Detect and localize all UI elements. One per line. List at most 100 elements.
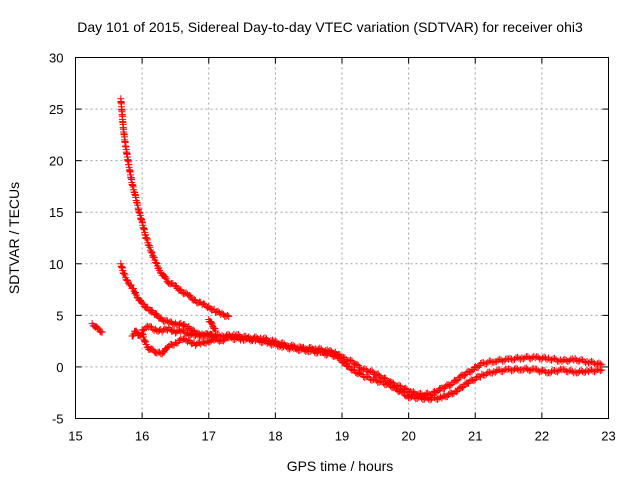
- data-point: [258, 335, 266, 343]
- data-point: [280, 340, 288, 348]
- data-point: [500, 366, 508, 374]
- data-point: [565, 367, 573, 375]
- data-point: [205, 331, 213, 339]
- data-point: [359, 365, 367, 373]
- data-point: [123, 276, 131, 284]
- data-point: [120, 269, 128, 277]
- axis-ticks: 15 16 17 18 19 20 21 22 23 -5 0 5 10 15 20 25 30: [49, 51, 616, 444]
- x-tick-label: 15: [68, 429, 82, 444]
- data-point: [513, 353, 521, 361]
- data-point: [513, 365, 521, 373]
- data-point: [527, 366, 535, 374]
- data-point: [585, 359, 593, 367]
- data-point: [497, 356, 505, 364]
- data-points: [88, 95, 606, 404]
- data-point: [368, 367, 376, 375]
- data-point: [595, 359, 603, 367]
- data-point: [574, 357, 582, 365]
- data-point: [161, 346, 169, 354]
- y-tick-label: -5: [52, 412, 64, 427]
- series-arc-b: [117, 95, 233, 320]
- series-arc-a: [88, 320, 106, 336]
- data-point: [375, 378, 383, 386]
- y-tick-label: 0: [56, 360, 63, 375]
- data-point: [268, 336, 276, 344]
- data-point: [592, 361, 600, 369]
- data-point: [259, 338, 267, 346]
- chart-title: Day 101 of 2015, Sidereal Day-to-day VTE…: [77, 19, 583, 35]
- data-point: [161, 273, 169, 281]
- data-point: [576, 357, 584, 365]
- x-tick-label: 20: [401, 429, 415, 444]
- data-point: [138, 299, 146, 307]
- data-point: [165, 324, 173, 332]
- x-tick-label: 22: [535, 429, 549, 444]
- data-point: [433, 388, 441, 396]
- data-point: [564, 368, 572, 376]
- data-point: [242, 332, 250, 340]
- data-point: [144, 303, 152, 311]
- y-tick-label: 5: [56, 308, 63, 323]
- data-point: [595, 365, 603, 373]
- x-tick-label: 16: [135, 429, 149, 444]
- y-tick-label: 15: [49, 205, 63, 220]
- data-point: [148, 248, 156, 256]
- y-tick-label: 30: [49, 51, 63, 66]
- data-point: [432, 395, 440, 403]
- data-point: [211, 327, 219, 335]
- series-arc-d: [128, 327, 606, 404]
- data-point: [409, 388, 417, 396]
- data-point: [268, 341, 276, 349]
- data-point: [571, 368, 579, 376]
- data-point: [289, 341, 297, 349]
- data-point: [408, 388, 416, 396]
- data-point: [524, 365, 532, 373]
- y-tick-label: 20: [49, 154, 63, 169]
- data-point: [482, 360, 490, 368]
- data-point: [234, 330, 242, 338]
- data-point: [374, 370, 382, 378]
- data-point: [361, 365, 369, 373]
- y-tick-label: 10: [49, 257, 63, 272]
- data-point: [481, 371, 489, 379]
- data-point: [181, 321, 189, 329]
- data-point: [547, 356, 555, 364]
- x-tick-label: 19: [335, 429, 349, 444]
- data-point: [207, 319, 215, 327]
- data-point: [131, 290, 139, 298]
- data-point: [209, 332, 217, 340]
- data-point: [353, 360, 361, 368]
- data-point: [488, 369, 496, 377]
- data-point: [596, 367, 604, 375]
- data-point: [148, 307, 156, 315]
- x-axis-label: GPS time / hours: [287, 458, 394, 474]
- x-tick-label: 18: [268, 429, 282, 444]
- data-point: [225, 312, 233, 320]
- data-point: [279, 339, 287, 347]
- data-point: [596, 360, 604, 368]
- data-point: [129, 332, 137, 340]
- data-point: [342, 356, 350, 364]
- series-arc-e: [138, 322, 606, 400]
- x-tick-label: 21: [468, 429, 482, 444]
- data-point: [531, 354, 539, 362]
- grid-lines: [75, 57, 609, 419]
- x-tick-label: 23: [601, 429, 615, 444]
- data-point: [537, 367, 545, 375]
- y-axis-label: SDTVAR / TECUs: [6, 182, 22, 294]
- data-point: [598, 361, 606, 369]
- data-point: [150, 253, 158, 261]
- data-point: [573, 356, 581, 364]
- series-arc-f: [205, 315, 219, 335]
- data-point: [549, 355, 557, 363]
- data-point: [395, 381, 403, 389]
- data-point: [186, 291, 194, 299]
- data-point: [145, 241, 153, 249]
- x-tick-label: 17: [202, 429, 216, 444]
- data-point: [490, 368, 498, 376]
- data-point: [313, 346, 321, 354]
- data-point: [127, 281, 135, 289]
- y-tick-label: 25: [49, 102, 63, 117]
- data-point: [225, 331, 233, 339]
